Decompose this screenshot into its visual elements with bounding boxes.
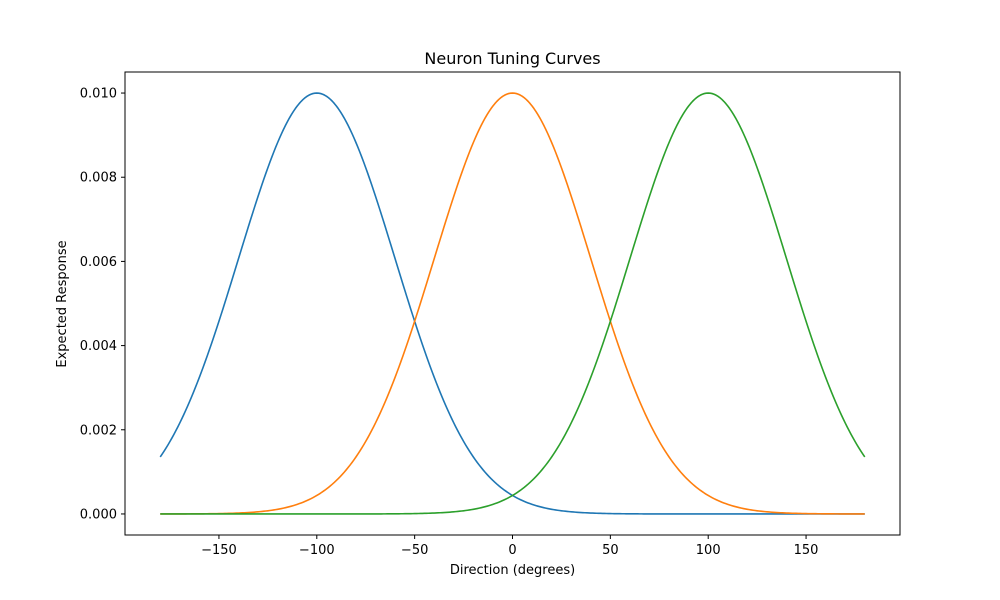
x-tick-label: 100 [696, 543, 721, 558]
x-tick-label: −150 [201, 543, 237, 558]
y-tick-label: 0.004 [80, 339, 117, 354]
y-tick-label: 0.000 [80, 507, 117, 522]
y-tick-label: 0.008 [80, 171, 117, 186]
y-axis: 0.000 0.002 0.004 0.006 0.008 0.010 [80, 87, 125, 522]
y-tick-label: 0.006 [80, 255, 117, 270]
y-tick-label: 0.010 [80, 87, 117, 102]
y-tick-label: 0.002 [80, 423, 117, 438]
chart-title: Neuron Tuning Curves [424, 49, 600, 68]
x-axis: −150 −100 −50 0 50 100 150 [201, 535, 818, 558]
x-axis-label: Direction (degrees) [450, 563, 575, 578]
y-axis-label: Expected Response [55, 240, 70, 367]
x-tick-label: 50 [602, 543, 619, 558]
series-line-3 [160, 92, 866, 515]
series-layer [159, 92, 866, 515]
x-tick-label: 0 [508, 543, 516, 558]
x-tick-label: 150 [794, 543, 819, 558]
x-tick-label: −50 [401, 543, 428, 558]
series-line-2 [160, 92, 865, 515]
x-tick-label: −100 [299, 543, 335, 558]
